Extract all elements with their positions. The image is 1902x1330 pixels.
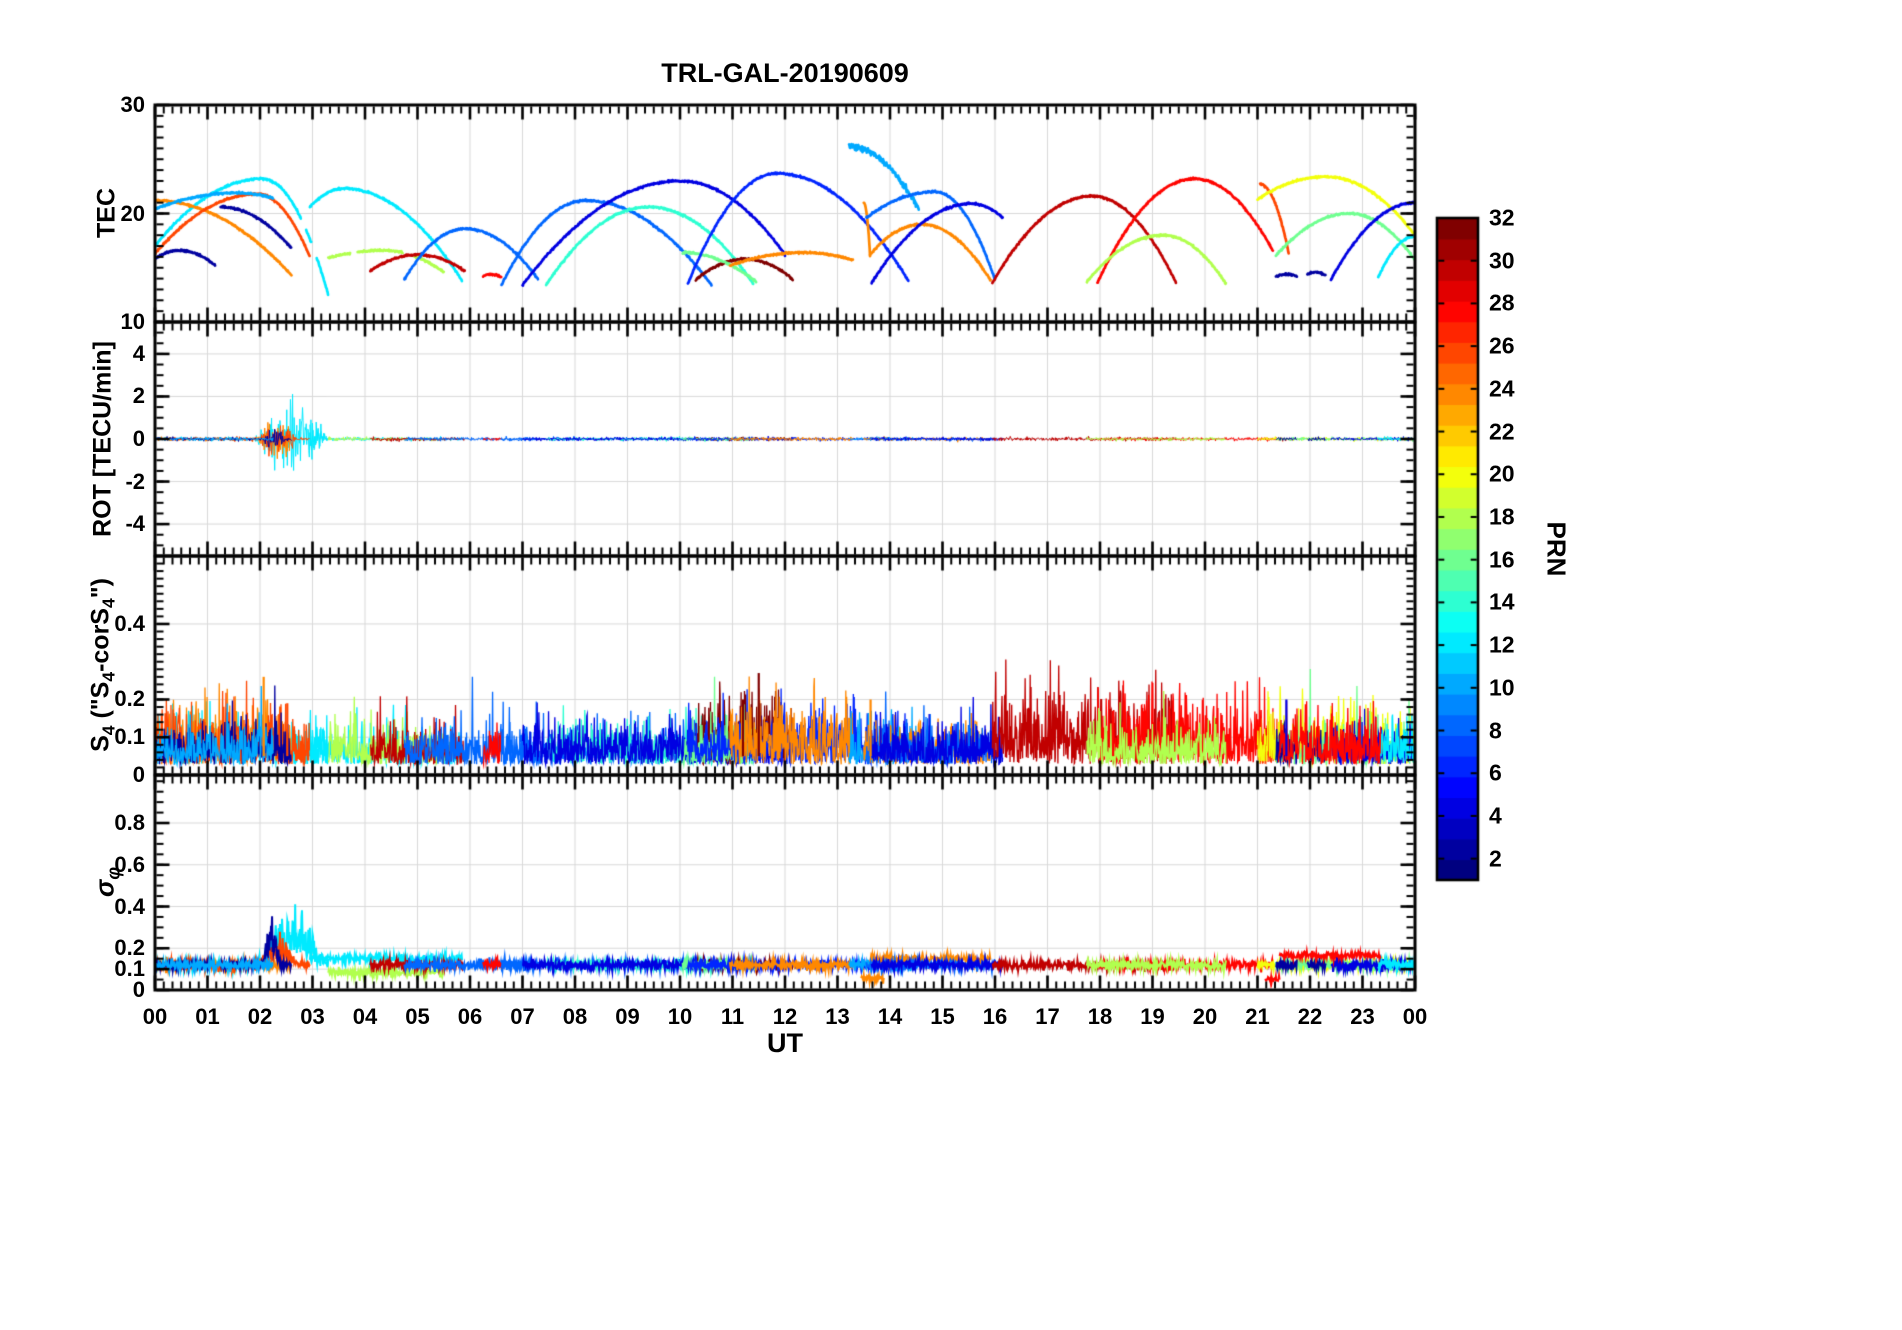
figure: TRL-GAL-20190609 TEC ROT [TECU/min] S4 (… — [0, 0, 1902, 1330]
chart-canvas — [0, 0, 1902, 1330]
